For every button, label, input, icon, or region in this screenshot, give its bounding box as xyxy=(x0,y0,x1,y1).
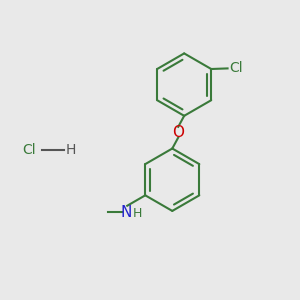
Text: Cl: Cl xyxy=(229,61,243,75)
Text: H: H xyxy=(132,207,142,220)
Text: O: O xyxy=(172,125,184,140)
Text: H: H xyxy=(65,143,76,157)
Text: Cl: Cl xyxy=(22,143,36,157)
Text: N: N xyxy=(120,205,131,220)
